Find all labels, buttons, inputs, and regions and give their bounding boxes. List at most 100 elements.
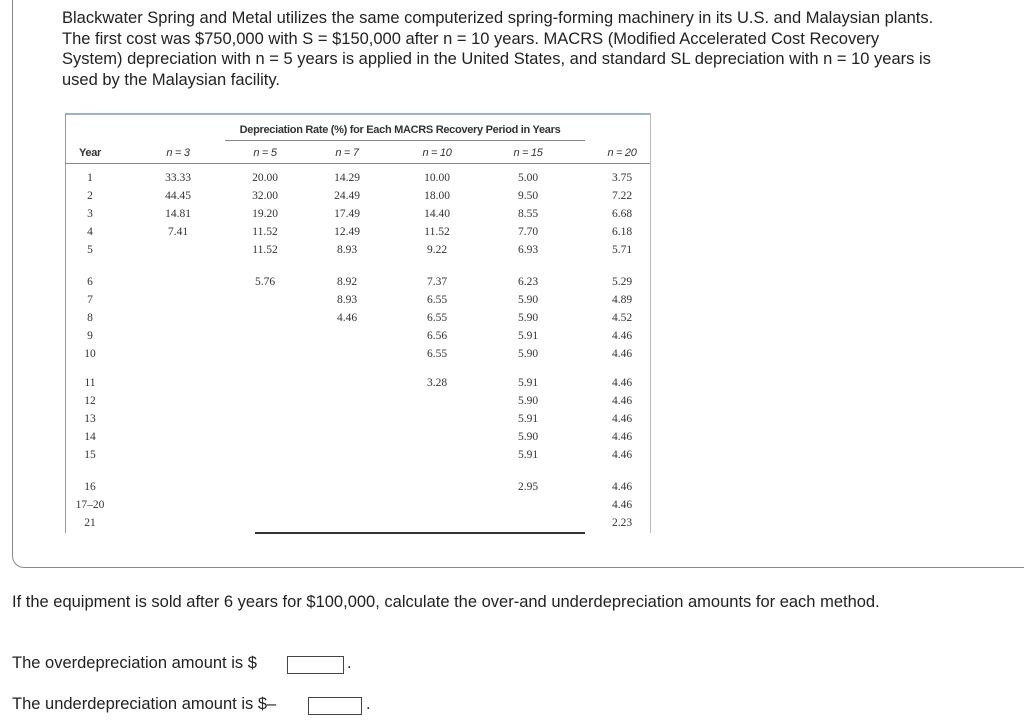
rate-cell: 8.92 — [336, 276, 358, 288]
table-title: Depreciation Rate (%) for Each MACRS Rec… — [239, 124, 561, 136]
rate-cell: 5.71 — [611, 244, 633, 256]
answer-prefix: The overdepreciation amount is $ — [12, 654, 257, 672]
rate-cell: 3.75 — [611, 172, 633, 184]
answer-input[interactable] — [287, 656, 344, 674]
rate-cell: 4.46 — [336, 312, 358, 324]
rate-cell: 5.90 — [517, 294, 539, 306]
year-cell: 2 — [87, 190, 93, 202]
answer-suffix: . — [347, 654, 352, 672]
rate-cell: 5.90 — [517, 431, 539, 443]
year-cell: 12 — [84, 395, 96, 407]
rate-cell: 17.49 — [334, 208, 360, 220]
rate-cell: 6.23 — [517, 276, 539, 288]
rate-cell: 6.56 — [426, 330, 448, 342]
answer-input[interactable] — [308, 697, 362, 715]
rate-cell: 5.91 — [517, 413, 539, 425]
rate-cell: 7.22 — [611, 190, 633, 202]
rate-cell: 14.29 — [334, 172, 360, 184]
column-header: n = 5 — [253, 147, 277, 159]
rate-cell: 6.18 — [611, 226, 633, 238]
year-cell: 13 — [84, 413, 96, 425]
year-cell: 8 — [87, 312, 93, 324]
rate-cell: 11.52 — [252, 226, 278, 238]
rate-cell: 8.93 — [336, 244, 358, 256]
rate-cell: 12.49 — [334, 226, 360, 238]
rate-cell: 5.91 — [517, 449, 539, 461]
answer-suffix: . — [366, 695, 371, 713]
year-cell: 21 — [84, 517, 96, 529]
paragraph-line: used by the Malaysian facility. — [62, 70, 280, 89]
year-cell: 14 — [84, 431, 96, 443]
year-cell: 4 — [87, 226, 93, 238]
rate-cell: 18.00 — [424, 190, 450, 202]
table-rule — [65, 163, 650, 164]
year-cell: 1 — [87, 172, 93, 184]
year-cell: 9 — [87, 330, 93, 342]
paragraph-line: The first cost was $750,000 with S = $15… — [62, 29, 880, 48]
table-border — [650, 113, 651, 533]
rate-cell: 4.46 — [611, 395, 633, 407]
rate-cell: 32.00 — [252, 190, 278, 202]
rate-cell: 5.90 — [517, 395, 539, 407]
table-border — [65, 113, 66, 533]
column-header: n = 15 — [513, 147, 543, 159]
year-cell: 5 — [87, 244, 93, 256]
rate-cell: 5.29 — [611, 276, 633, 288]
rate-cell: 8.55 — [517, 208, 539, 220]
rate-cell: 5.00 — [517, 172, 539, 184]
rate-cell: 4.89 — [611, 294, 633, 306]
rate-cell: 5.76 — [254, 276, 276, 288]
rate-cell: 11.52 — [252, 244, 278, 256]
rate-cell: 4.46 — [611, 330, 633, 342]
rate-cell: 4.46 — [611, 377, 633, 389]
table-rule — [65, 113, 650, 115]
rate-cell: 6.55 — [426, 294, 448, 306]
paragraph-line: Blackwater Spring and Metal utilizes the… — [62, 9, 934, 27]
rate-cell: 4.46 — [611, 348, 633, 360]
table-rule — [225, 140, 585, 141]
rate-cell: 4.52 — [611, 312, 633, 324]
rate-cell: 14.81 — [165, 208, 191, 220]
column-header: n = 10 — [422, 147, 452, 159]
rate-cell: 44.45 — [165, 190, 191, 202]
rate-cell: 20.00 — [252, 172, 278, 184]
column-header: n = 3 — [166, 147, 190, 159]
year-cell: 17–20 — [75, 499, 105, 511]
question: If the equipment is sold after 6 years f… — [12, 593, 880, 611]
column-header: n = 7 — [335, 147, 359, 159]
rate-cell: 14.40 — [424, 208, 450, 220]
rate-cell: 5.91 — [517, 330, 539, 342]
rate-cell: 7.41 — [167, 226, 189, 238]
rate-cell: 4.46 — [611, 449, 633, 461]
column-header: n = 20 — [607, 147, 637, 159]
rate-cell: 4.46 — [611, 481, 633, 493]
rate-cell: 4.46 — [611, 431, 633, 443]
paragraph-line: System) depreciation with n = 5 years is… — [62, 50, 931, 68]
table-rule — [255, 532, 585, 534]
rate-cell: 19.20 — [252, 208, 278, 220]
rate-cell: 6.55 — [426, 348, 448, 360]
rate-cell: 4.46 — [611, 499, 633, 511]
rate-cell: 4.46 — [611, 413, 633, 425]
year-cell: 6 — [87, 276, 93, 288]
answer-prefix: The underdepreciation amount is $– — [12, 695, 277, 713]
rate-cell: 5.90 — [517, 312, 539, 324]
rate-cell: 10.00 — [424, 172, 450, 184]
rate-cell: 9.50 — [517, 190, 539, 202]
rate-cell: 6.93 — [517, 244, 539, 256]
rate-cell: 6.68 — [611, 208, 633, 220]
year-cell: 7 — [87, 294, 93, 306]
problem-box — [12, 0, 1024, 568]
rate-cell: 9.22 — [426, 244, 448, 256]
rate-cell: 2.95 — [517, 481, 539, 493]
year-cell: 11 — [84, 377, 96, 389]
year-cell: 15 — [84, 449, 96, 461]
rate-cell: 7.70 — [517, 226, 539, 238]
rate-cell: 6.55 — [426, 312, 448, 324]
rate-cell: 33.33 — [165, 172, 191, 184]
year-cell: 16 — [84, 481, 96, 493]
year-cell: 10 — [84, 348, 96, 360]
year-cell: 3 — [87, 208, 93, 220]
rate-cell: 3.28 — [426, 377, 448, 389]
